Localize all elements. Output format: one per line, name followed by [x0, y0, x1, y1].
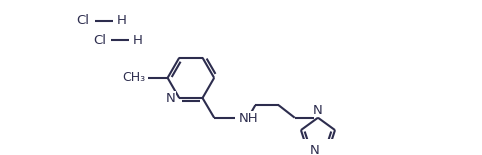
Text: N: N	[166, 91, 175, 104]
Text: Cl: Cl	[93, 34, 106, 47]
Text: Cl: Cl	[77, 14, 90, 27]
Text: H: H	[133, 34, 143, 47]
Text: N: N	[310, 144, 320, 155]
Text: CH₃: CH₃	[122, 71, 145, 84]
Text: N: N	[313, 104, 323, 117]
Text: NH: NH	[239, 112, 259, 125]
Text: H: H	[117, 14, 126, 27]
